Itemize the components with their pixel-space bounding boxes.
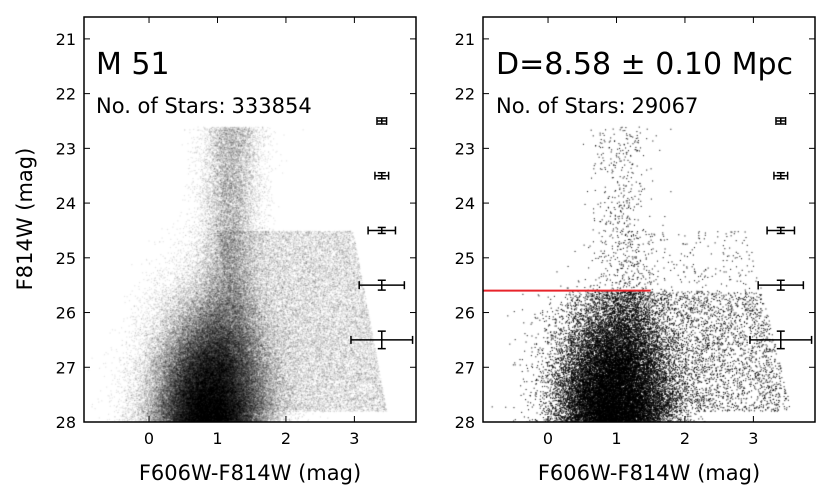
left-y-axis: 21 22 23 24 25 26 27 28 [56, 30, 416, 432]
error-bar [757, 279, 805, 291]
y-tick-label: 26 [455, 304, 475, 323]
error-bar [749, 330, 813, 350]
right-x-axis: 0 1 2 3 [543, 17, 758, 448]
right-y-axis: 21 22 23 24 25 26 27 28 [455, 30, 815, 432]
y-tick-label: 25 [56, 249, 76, 268]
y-tick-label: 23 [455, 139, 475, 158]
error-bar [367, 226, 397, 235]
y-tick-label: 27 [56, 358, 76, 377]
error-bar [358, 279, 406, 291]
y-tick-label: 28 [56, 413, 76, 432]
x-tick-label: 3 [748, 429, 758, 448]
left-star-density [84, 17, 416, 422]
y-tick-label: 21 [56, 30, 76, 49]
y-tick-label: 24 [455, 194, 475, 213]
left-y-axis-label: F814W (mag) [13, 148, 37, 291]
y-tick-label: 25 [455, 249, 475, 268]
error-bar [773, 171, 789, 180]
right-star-count: No. of Stars: 29067 [496, 94, 698, 118]
x-tick-label: 2 [680, 429, 690, 448]
y-tick-label: 24 [56, 194, 76, 213]
x-tick-label: 0 [543, 429, 553, 448]
x-tick-label: 0 [144, 429, 154, 448]
right-distance-label: D=8.58 ± 0.10 Mpc [496, 47, 793, 82]
left-x-axis-label: F606W-F814W (mag) [139, 461, 361, 485]
y-tick-label: 23 [56, 139, 76, 158]
error-bar [376, 116, 388, 125]
x-tick-label: 3 [349, 429, 359, 448]
right-plot-frame [482, 16, 816, 423]
left-star-count: No. of Stars: 333854 [96, 94, 312, 118]
error-bar [374, 171, 390, 180]
y-tick-label: 27 [455, 358, 475, 377]
x-tick-label: 1 [212, 429, 222, 448]
right-star-density [483, 17, 815, 422]
y-tick-label: 26 [56, 304, 76, 323]
y-tick-label: 22 [455, 85, 475, 104]
left-plot-frame [83, 16, 417, 423]
x-tick-label: 1 [611, 429, 621, 448]
left-x-axis: 0 1 2 3 [144, 17, 359, 448]
y-tick-label: 21 [455, 30, 475, 49]
y-tick-label: 22 [56, 85, 76, 104]
error-bar [350, 330, 414, 350]
y-tick-label: 28 [455, 413, 475, 432]
right-x-axis-label: F606W-F814W (mag) [538, 461, 760, 485]
error-bar [766, 226, 796, 235]
left-galaxy-label: M 51 [96, 47, 170, 82]
error-bar [775, 116, 787, 125]
x-tick-label: 2 [281, 429, 291, 448]
left-error-bars [350, 116, 414, 350]
right-error-bars [749, 116, 813, 350]
